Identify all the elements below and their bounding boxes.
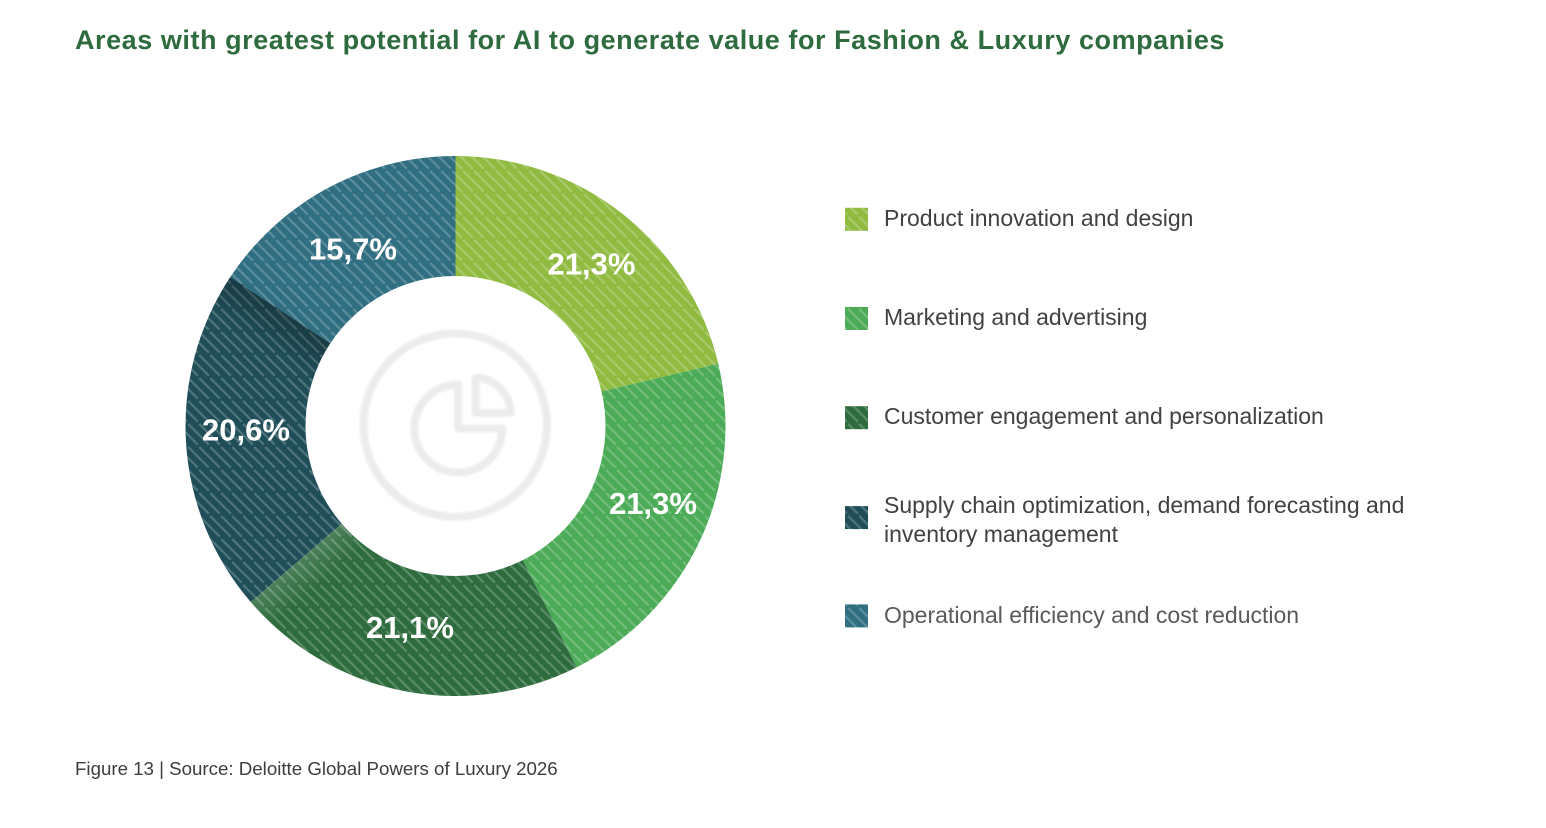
svg-text:15,7%: 15,7% — [309, 232, 397, 267]
svg-text:21,1%: 21,1% — [366, 610, 454, 645]
svg-text:21,3%: 21,3% — [548, 247, 636, 282]
svg-text:21,3%: 21,3% — [609, 486, 697, 521]
svg-text:20,6%: 20,6% — [202, 413, 290, 448]
